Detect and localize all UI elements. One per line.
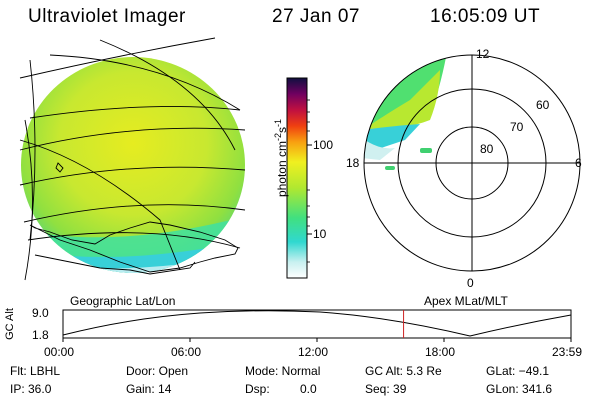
coastline-outline [29,221,239,275]
auroral-spot [420,148,432,153]
colorbar-tick-100: 100 [313,138,334,152]
status-mode: Mode: Normal [245,364,321,378]
auroral-spot [385,166,395,170]
mlt-label-0: 0 [467,276,474,290]
apex-caption: Apex MLat/MLT [424,294,508,308]
date-label: 27 Jan 07 [272,6,360,27]
colorbar-tick-10: 10 [313,227,327,241]
geo-caption: Geographic Lat/Lon [70,294,176,308]
colorbar [286,77,312,279]
altitude-plot [62,309,572,342]
alt-ytick-max: 9.0 [32,306,49,320]
mlt-label-18: 18 [346,156,360,170]
status-gain: Gain: 14 [126,382,172,396]
alt-xtick-0600: 06:00 [171,345,202,359]
geo-grid [19,37,246,281]
colorbar-unit: photon cm-2s-1 [273,83,289,233]
polar-plot [363,54,581,272]
status-dsp-label: Dsp: [245,382,270,396]
time-label: 16:05:09 UT [430,6,541,27]
status-door: Door: Open [126,364,189,378]
island-outline [55,162,64,173]
alt-ytick-min: 1.8 [32,328,49,342]
status-gc-alt: GC Alt: 5.3 Re [365,364,442,378]
status-glon: GLon: 341.6 [486,382,553,396]
mlat-label-60: 60 [536,98,550,112]
altitude-ticks [62,338,572,342]
alt-xtick-1800: 18:00 [425,345,456,359]
status-flt: Flt: LBHL [10,364,61,378]
status-glat: GLat: −49.1 [486,364,550,378]
status-seq: Seq: 39 [365,382,407,396]
mlat-label-70: 70 [510,120,524,134]
alt-xtick-1200: 12:00 [298,345,329,359]
colorbar-exp1: -2 [273,132,283,141]
altitude-curve [62,310,572,337]
colorbar-minor-ticks [307,99,310,263]
app-title: Ultraviolet Imager [28,6,186,27]
mlt-label-6: 6 [575,156,582,170]
alt-xtick-2359: 23:59 [552,345,583,359]
colorbar-s: s [275,126,289,133]
mlt-label-12: 12 [476,47,490,61]
mlat-label-80: 80 [480,142,494,156]
altitude-ylabel: GC Alt [3,308,16,340]
alt-xtick-0000: 00:00 [44,345,75,359]
status-dsp-value: 0.0 [300,382,317,396]
status-ip: IP: 36.0 [10,382,52,396]
colorbar-exp2: -1 [273,118,283,127]
colorbar-unit-text: photon cm [275,141,289,198]
